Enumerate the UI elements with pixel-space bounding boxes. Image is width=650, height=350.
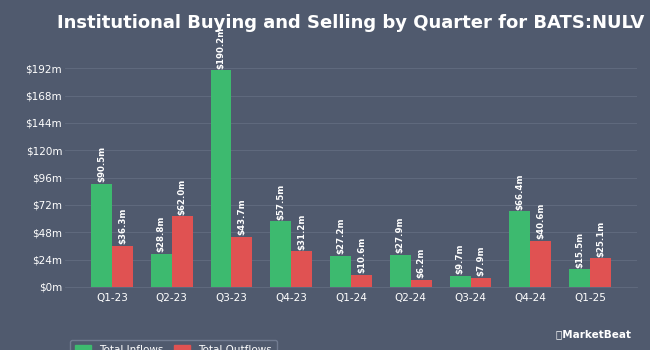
Bar [211,70,231,287]
Bar [291,251,312,287]
Bar [530,241,551,287]
Bar [510,211,530,287]
Bar [112,246,133,287]
Bar [569,270,590,287]
Bar [450,276,471,287]
Bar [151,254,172,287]
Text: $90.5m: $90.5m [97,146,106,182]
Text: $6.2m: $6.2m [417,248,426,278]
Text: $27.9m: $27.9m [396,217,405,253]
Bar [270,222,291,287]
Bar [390,255,411,287]
Text: $57.5m: $57.5m [276,183,285,220]
Text: ⁠⧸MarketBeat: ⁠⧸MarketBeat [556,329,630,340]
Bar [330,256,351,287]
Bar [351,275,372,287]
Bar [471,278,491,287]
Text: $43.7m: $43.7m [237,199,246,236]
Text: $27.2m: $27.2m [336,218,345,254]
Text: $28.8m: $28.8m [157,216,166,252]
Text: $9.7m: $9.7m [456,244,465,274]
Text: $25.1m: $25.1m [596,220,605,257]
Text: $36.3m: $36.3m [118,208,127,244]
Bar [411,280,432,287]
Text: $31.2m: $31.2m [297,214,306,250]
Legend: Total Inflows, Total Outflows: Total Inflows, Total Outflows [70,340,277,350]
Text: $15.5m: $15.5m [575,231,584,268]
Bar [91,184,112,287]
Bar [590,258,611,287]
Bar [172,216,192,287]
Text: $40.6m: $40.6m [536,203,545,239]
Text: $190.2m: $190.2m [216,26,226,69]
Title: Institutional Buying and Selling by Quarter for BATS:NULV: Institutional Buying and Selling by Quar… [57,14,645,32]
Text: $10.6m: $10.6m [357,237,366,273]
Text: $62.0m: $62.0m [177,178,187,215]
Bar [231,237,252,287]
Text: $7.9m: $7.9m [476,246,486,276]
Text: $66.4m: $66.4m [515,173,525,210]
